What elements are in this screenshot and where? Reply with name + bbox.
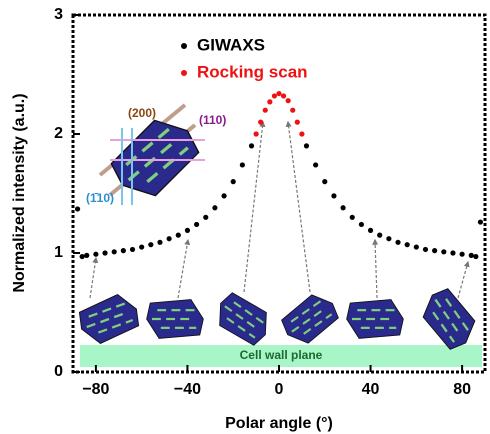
- data-point: [340, 205, 345, 210]
- data-point: [203, 215, 208, 220]
- data-point: [167, 236, 172, 241]
- data-point: [322, 179, 327, 184]
- data-point: [478, 219, 483, 224]
- data-point: [93, 252, 98, 257]
- data-point: [368, 228, 373, 233]
- data-point: [386, 236, 391, 241]
- data-point: [286, 98, 291, 103]
- plane-label: (200): [128, 106, 156, 120]
- page: Cell wall plane (200) (110) (1̄10) Polar…: [0, 0, 490, 434]
- x-tick-label: −40: [174, 381, 201, 398]
- data-point: [185, 228, 190, 233]
- x-tick-label: 40: [362, 381, 380, 398]
- data-point: [359, 222, 364, 227]
- data-point: [240, 162, 245, 167]
- data-point: [249, 143, 254, 148]
- legend-label: Rocking scan: [197, 62, 308, 81]
- data-point: [221, 193, 226, 198]
- data-point: [80, 254, 85, 259]
- data-point: [267, 99, 272, 104]
- y-tick-label: 0: [54, 363, 63, 380]
- data-point: [130, 247, 135, 252]
- data-point: [473, 254, 478, 259]
- inset-crystal: [100, 105, 206, 208]
- data-point: [304, 143, 309, 148]
- data-point: [258, 120, 263, 125]
- chart: Cell wall plane (200) (110) (1̄10) Polar…: [0, 0, 490, 434]
- x-tick-label: 80: [453, 381, 471, 398]
- y-tick-label: 2: [54, 125, 63, 142]
- plane-label: (1̄10): [86, 191, 114, 205]
- data-point: [460, 252, 465, 257]
- data-point: [263, 108, 268, 113]
- legend-marker: [181, 70, 187, 76]
- data-point: [350, 215, 355, 220]
- data-point: [176, 233, 181, 238]
- data-point: [281, 93, 286, 98]
- x-tick-label: −80: [82, 381, 109, 398]
- data-point: [254, 131, 259, 136]
- data-point: [84, 253, 89, 258]
- data-point: [395, 240, 400, 245]
- data-point: [121, 248, 126, 253]
- data-point: [139, 244, 144, 249]
- data-point: [469, 253, 474, 258]
- y-tick-label: 1: [54, 244, 63, 261]
- legend-marker: [181, 43, 187, 49]
- legend-label: GIWAXS: [197, 35, 265, 54]
- data-point: [194, 222, 199, 227]
- crystal-icons: [75, 284, 482, 355]
- y-tick-label: 3: [54, 6, 63, 23]
- data-point: [231, 179, 236, 184]
- data-point: [212, 205, 217, 210]
- data-point: [423, 247, 428, 252]
- data-point: [377, 233, 382, 238]
- data-point: [290, 108, 295, 113]
- data-point: [414, 244, 419, 249]
- data-point: [157, 240, 162, 245]
- data-point: [102, 250, 107, 255]
- data-point: [276, 91, 281, 96]
- data-point: [405, 242, 410, 247]
- y-axis-label: Normalized intensity (a.u.): [11, 93, 28, 292]
- data-point: [299, 131, 304, 136]
- data-point: [295, 120, 300, 125]
- data-point: [313, 162, 318, 167]
- plane-label: (110): [199, 113, 226, 127]
- data-point: [331, 193, 336, 198]
- data-point: [75, 206, 80, 211]
- data-point: [112, 249, 117, 254]
- band-label: Cell wall plane: [240, 348, 323, 362]
- x-tick-label: 0: [275, 381, 284, 398]
- data-point: [272, 93, 277, 98]
- data-point: [441, 249, 446, 254]
- x-axis-label: Polar angle (°): [225, 415, 333, 432]
- data-point: [432, 248, 437, 253]
- data-point: [148, 242, 153, 247]
- data-point: [450, 250, 455, 255]
